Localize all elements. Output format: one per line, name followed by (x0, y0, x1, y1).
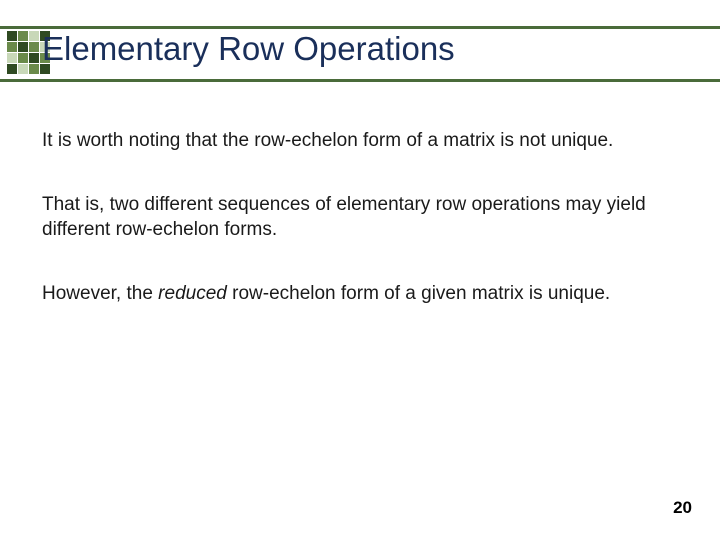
content-area: It is worth noting that the row-echelon … (42, 128, 660, 345)
paragraph: However, the reduced row-echelon form of… (42, 281, 660, 307)
paragraph-suffix: row-echelon form of a given matrix is un… (227, 283, 610, 304)
paragraph-prefix: However, the (42, 283, 158, 304)
paragraph-italic: reduced (158, 283, 227, 304)
page-number: 20 (673, 498, 692, 518)
paragraph: It is worth noting that the row-echelon … (42, 128, 660, 154)
paragraph: That is, two different sequences of elem… (42, 192, 660, 243)
slide-title: Elementary Row Operations (42, 30, 455, 68)
